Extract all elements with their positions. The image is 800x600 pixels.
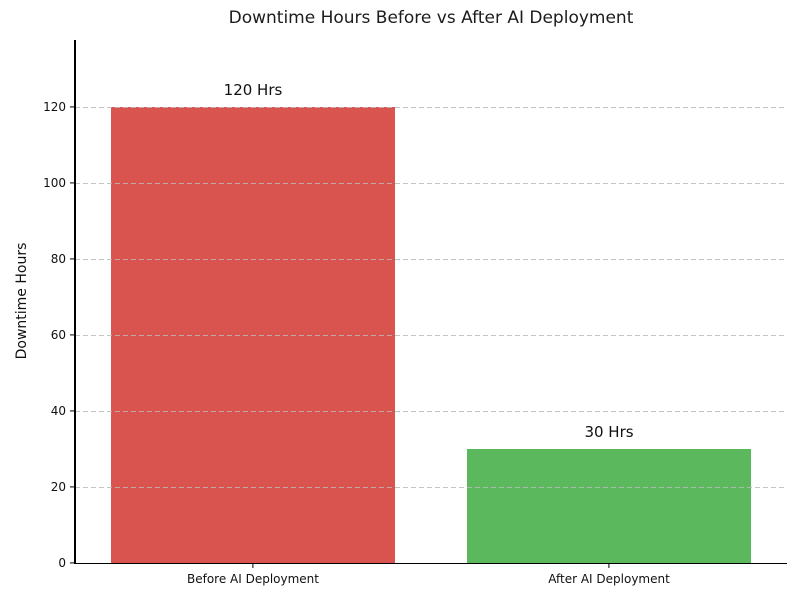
plot-area: 0 20 40 60 80 100 120 120 Hrs Before AI Deployme… [43,40,787,586]
x-tick-label-before-ai-deployment: Before AI Deployment [186,572,319,586]
gridline-y100 [75,182,787,184]
y-tick-mark-0 [70,562,75,564]
x-tick-label-after-ai-deployment: After AI Deployment [548,572,670,586]
x-axis-spine [74,562,787,564]
bar-value-label-after-ai-deployment: 30 Hrs [584,422,634,441]
x-tick-mark-after-ai-deployment [608,563,610,568]
y-tick-label-20: 20 [50,479,66,494]
y-tick-label-0: 0 [58,556,66,570]
y-tick-mark-120 [70,105,75,108]
chart-title: Downtime Hours Before vs After AI Deploy… [228,8,634,28]
y-tick-label-40: 40 [50,403,66,418]
y-tick-label-80: 80 [50,251,66,266]
gridline-y40 [75,410,787,412]
gridline-y120 [75,106,787,108]
gridline-y60 [75,334,787,336]
gridline-y20 [75,486,787,488]
gridline-y80 [75,258,787,260]
y-axis-label: Downtime Hours [14,242,30,360]
bar-value-label-before-ai-deployment: 120 Hrs [223,80,283,99]
x-tick-mark-before-ai-deployment [252,563,254,568]
y-tick-label-60: 60 [50,327,66,342]
bar-after-ai-deployment [466,448,752,563]
y-tick-mark-80 [70,258,75,260]
y-axis-spine [74,40,76,563]
y-tick-mark-60 [70,334,75,336]
y-tick-mark-40 [70,410,75,412]
y-tick-label-100: 100 [43,175,66,190]
y-tick-mark-20 [70,486,75,488]
y-tick-mark-100 [70,182,75,184]
y-tick-label-120: 120 [43,99,66,114]
